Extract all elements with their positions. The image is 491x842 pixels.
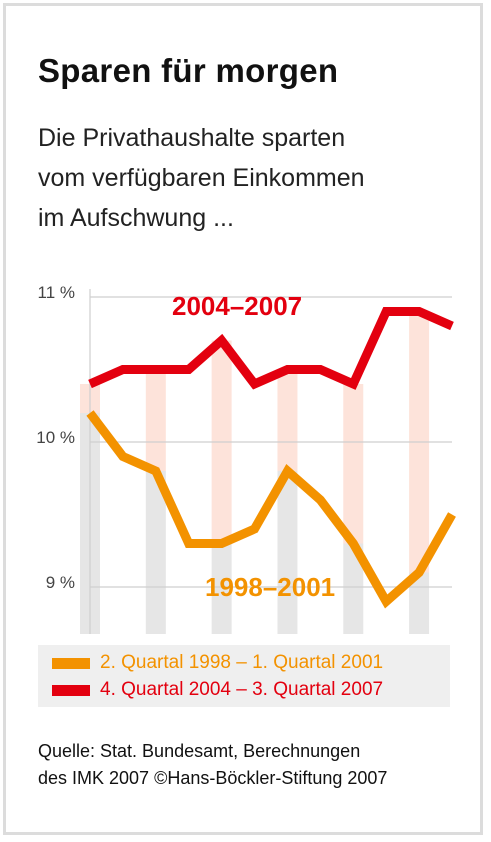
legend-swatch-orange [52, 658, 90, 669]
column-grey [277, 471, 298, 634]
series-line-1998-2001 [86, 410, 456, 609]
source-note: Quelle: Stat. Bundesamt, Berechnungen de… [38, 738, 478, 792]
column-grey [145, 471, 166, 634]
chart-subtitle: Die Privathaushalte sparten vom verfügba… [38, 118, 468, 238]
chart-title: Sparen für morgen [38, 52, 339, 89]
legend-label: 2. Quartal 1998 – 1. Quartal 2001 [100, 652, 384, 673]
legend-item-2004-2007: 4. Quartal 2004 – 3. Quartal 2007 [38, 677, 450, 703]
column-gap-fill [343, 384, 364, 544]
column-gap-fill [277, 369, 298, 471]
series-label-1998-2001: 1998–2001 [205, 572, 335, 602]
subtitle-line: vom verfügbaren Einkommen [38, 164, 365, 192]
legend: 2. Quartal 1998 – 1. Quartal 2001 4. Qua… [38, 645, 450, 707]
y-tick-label: 10 % [36, 428, 75, 447]
series-label-2004-2007: 2004–2007 [172, 291, 302, 321]
source-line: des IMK 2007 ©Hans-Böckler-Stiftung 2007 [38, 768, 388, 788]
column-grey [409, 572, 430, 634]
column-grey [211, 543, 232, 634]
column-grey [343, 543, 364, 634]
legend-swatch-red [52, 685, 90, 696]
legend-item-1998-2001: 2. Quartal 1998 – 1. Quartal 2001 [38, 650, 450, 676]
subtitle-line: Die Privathaushalte sparten [38, 124, 346, 152]
y-tick-label: 9 % [46, 573, 75, 592]
y-tick-label: 11 % [38, 283, 76, 302]
series-line-2004-2007 [88, 307, 454, 390]
column-gap-fill [145, 369, 166, 471]
source-line: Quelle: Stat. Bundesamt, Berechnungen [38, 741, 361, 761]
legend-label: 4. Quartal 2004 – 3. Quartal 2007 [100, 679, 384, 700]
subtitle-line: im Aufschwung ... [38, 204, 234, 232]
